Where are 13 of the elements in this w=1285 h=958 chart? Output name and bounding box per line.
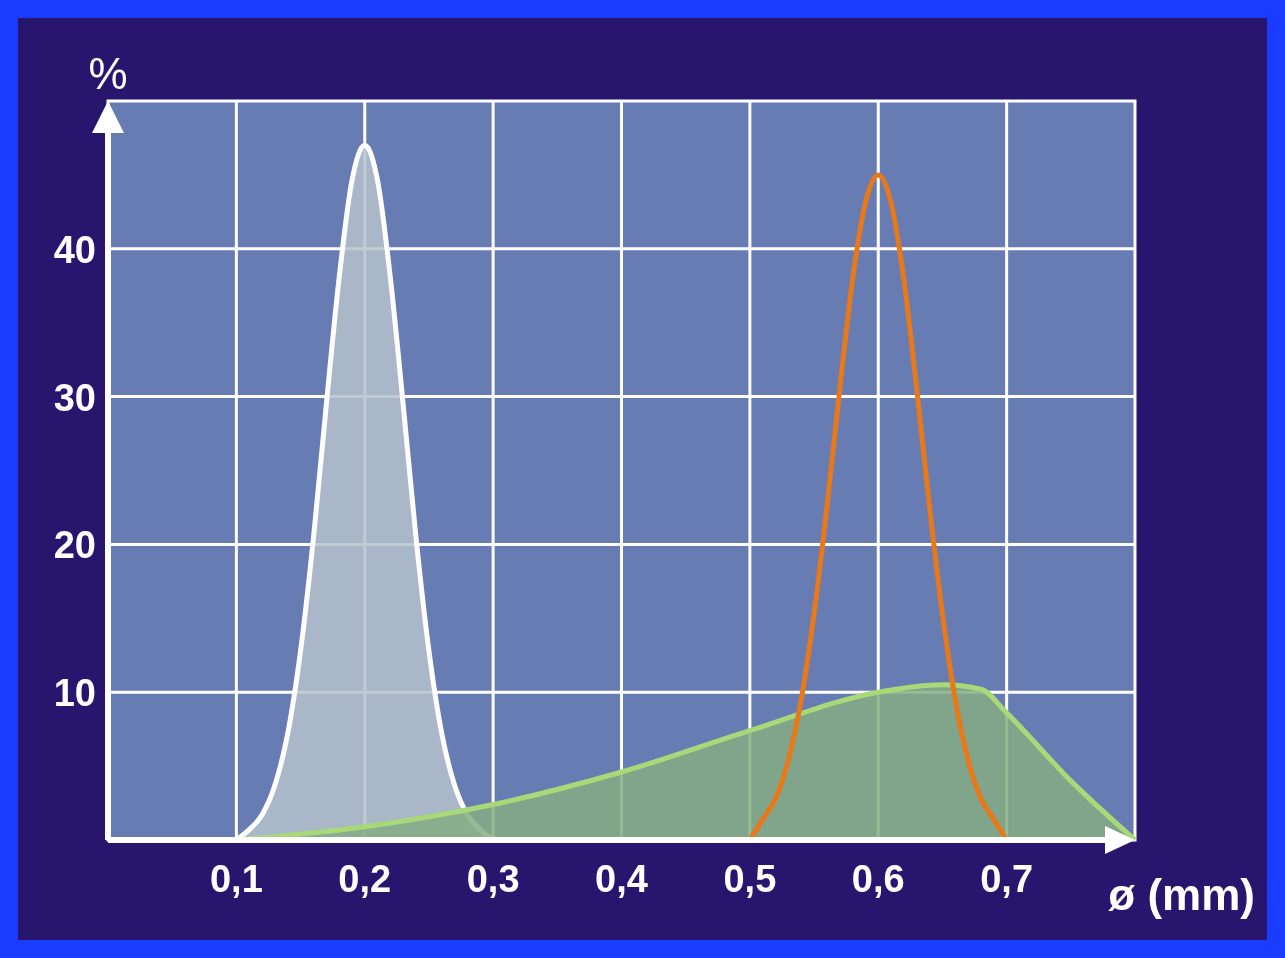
x-tick-label: 0,7 bbox=[980, 858, 1034, 900]
x-tick-label: 0,1 bbox=[209, 858, 263, 900]
y-tick-label: 30 bbox=[53, 376, 96, 419]
x-tick-label: 0,5 bbox=[723, 858, 777, 900]
x-axis-title: ø (mm) bbox=[1108, 870, 1255, 919]
x-tick-label: 0,6 bbox=[851, 858, 905, 900]
x-tick-label: 0,2 bbox=[338, 858, 392, 900]
y-axis-title: % bbox=[88, 49, 128, 98]
x-tick-label: 0,4 bbox=[595, 858, 648, 900]
y-tick-label: 10 bbox=[53, 672, 96, 715]
y-tick-label: 20 bbox=[53, 524, 96, 567]
y-tick-label: 40 bbox=[53, 228, 96, 271]
x-tick-label: 0,3 bbox=[466, 858, 520, 900]
